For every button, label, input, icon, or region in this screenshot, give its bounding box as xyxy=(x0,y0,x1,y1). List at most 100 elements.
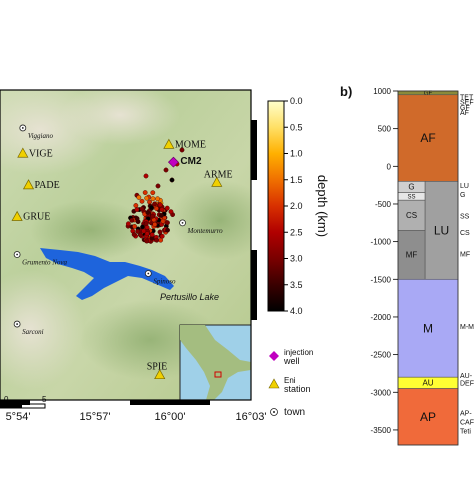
formation-label: G xyxy=(460,192,465,199)
legend-label: town xyxy=(284,407,305,418)
formation-label: GF xyxy=(460,105,470,112)
town-dot-icon xyxy=(21,127,24,129)
colorbar-tick-label: 0.0 xyxy=(290,96,303,106)
station-triangle-icon xyxy=(17,147,29,158)
earthquake-point xyxy=(155,183,161,189)
unit-label-cs: CS xyxy=(406,211,417,220)
unit-label-af: AF xyxy=(420,131,435,145)
formation-label: SEF xyxy=(460,100,474,107)
town-label: Sarconi xyxy=(22,328,44,336)
town-dot-icon xyxy=(147,272,150,275)
unit-mf xyxy=(397,230,426,280)
town-label: Spinoso xyxy=(153,277,176,285)
earthquake-point xyxy=(135,229,141,234)
earthquake-point xyxy=(164,205,170,211)
legend-label: injection xyxy=(284,348,313,357)
unit-label-gf: GF xyxy=(424,91,433,97)
depth-tick-label: -3500 xyxy=(371,426,392,435)
station-label: PADE xyxy=(35,180,60,191)
unit-label-mf: MF xyxy=(406,250,418,259)
unit-label-ap: AP xyxy=(420,410,436,424)
map-x-tick-label: 16°00' xyxy=(155,411,186,423)
colorbar-tick-label: 1.0 xyxy=(290,149,303,159)
earthquake-point xyxy=(150,196,156,202)
map-frame xyxy=(0,89,252,401)
earthquake-point xyxy=(158,237,164,243)
earthquake-point xyxy=(168,209,174,215)
legend-label: well xyxy=(283,356,300,366)
legend-label: station xyxy=(284,384,311,394)
earthquake-point xyxy=(150,190,156,196)
earthquake-point xyxy=(132,224,137,229)
colorbar-tick-label: 2.5 xyxy=(290,227,303,237)
earthquake-point xyxy=(133,203,139,208)
station-label: MOME xyxy=(175,139,206,150)
earthquake-point xyxy=(157,229,163,235)
unit-af xyxy=(397,94,459,182)
colorbar-tick-label: 3.0 xyxy=(290,254,303,264)
pertusillo-lake xyxy=(40,248,174,300)
town-dot-icon xyxy=(16,323,19,325)
station-label: SPIE xyxy=(147,362,168,373)
earthquake-point xyxy=(140,224,145,230)
colorbar-tick-label: 2.0 xyxy=(290,201,303,211)
station-triangle-icon xyxy=(22,179,35,190)
earthquake-point xyxy=(144,195,150,201)
earthquake-point xyxy=(155,196,160,202)
depth-axis: 1000 500 0 -500 -1000 -1500 -2000 -2500 -3000 -35… xyxy=(371,87,398,435)
formation-label: AU- xyxy=(460,373,473,380)
earthquake-point xyxy=(141,228,147,234)
colorbar-tick-label: 1.5 xyxy=(290,175,303,185)
formation-label: CS xyxy=(460,230,470,237)
depth-tick-label: -1500 xyxy=(371,275,392,284)
earthquake-point xyxy=(129,217,135,223)
formation-label: SS xyxy=(460,213,470,220)
column-frame xyxy=(397,90,459,446)
formation-label: CAF xyxy=(460,420,474,427)
formation-label: DEF xyxy=(460,380,474,387)
seismicity-cluster xyxy=(125,147,185,244)
depth-colorbar: 0.0 0.5 1.0 1.5 2.0 2.5 3.0 3.5 4.0 depth (km) xyxy=(267,96,330,316)
legend-label: Eni xyxy=(284,376,296,385)
unit-label-g: G xyxy=(408,183,414,192)
legend-dot-icon xyxy=(273,411,275,413)
station-label: GRUE xyxy=(23,212,50,223)
injection-well-label: CM2 xyxy=(180,156,202,167)
earthquake-point xyxy=(154,237,160,243)
legend-triangle-icon xyxy=(268,378,280,389)
colorbar-ticks: 0.0 0.5 1.0 1.5 2.0 2.5 3.0 3.5 4.0 xyxy=(284,96,303,316)
unit-label-ss: SS xyxy=(407,194,415,200)
unit-cs xyxy=(397,199,426,231)
earthquake-point xyxy=(152,201,157,207)
earthquake-point xyxy=(160,218,166,224)
map-x-tick-label: 5°54' xyxy=(6,411,31,423)
earthquake-point xyxy=(145,210,151,215)
town-layer: Viggiano Grumento Nova Montemurro Spinoso Sa… xyxy=(13,124,224,336)
unit-label-lu: LU xyxy=(434,223,449,237)
station-triangle-icon xyxy=(11,210,23,221)
depth-tick-label: -2000 xyxy=(371,313,392,322)
unit-label-m: M xyxy=(423,321,433,335)
unit-label-au: AU xyxy=(422,379,433,388)
earthquake-point xyxy=(147,199,152,205)
depth-tick-label: -3000 xyxy=(371,388,392,397)
map-x-tick-labels: 5°54' 15°57' 16°00' 16°03' xyxy=(6,411,267,423)
station-layer: VIGE PADE GRUE MOME ARME SPIE xyxy=(11,138,233,380)
panel-b-label: b) xyxy=(340,84,352,99)
legend-diamond-icon xyxy=(269,351,279,361)
town-label: Viggiano xyxy=(28,132,54,140)
earthquake-point xyxy=(179,147,185,153)
depth-tick-label: 1000 xyxy=(373,87,391,96)
formation-label: AP- xyxy=(460,411,472,418)
lake-label: Pertusillo Lake xyxy=(160,292,219,302)
earthquake-point xyxy=(136,194,142,200)
earthquake-point xyxy=(144,231,150,237)
earthquake-point xyxy=(135,219,141,225)
town-label: Montemurro xyxy=(187,227,224,235)
town-label: Grumento Nova xyxy=(22,258,67,266)
earthquake-point xyxy=(169,177,175,183)
earthquake-point xyxy=(158,213,164,218)
earthquake-point xyxy=(142,190,148,195)
earthquake-point xyxy=(139,206,145,212)
